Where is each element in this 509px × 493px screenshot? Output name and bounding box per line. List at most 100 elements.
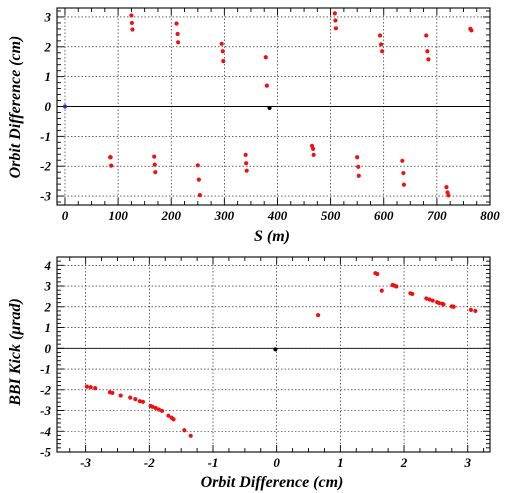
bottom-data-point	[150, 404, 155, 409]
top-data-point	[400, 158, 405, 163]
bottom-data-point	[375, 271, 380, 277]
bottom-data-point	[394, 284, 399, 289]
bottom-data-point	[424, 296, 429, 301]
top-y-tick-label: 3	[44, 9, 52, 24]
top-data-point	[174, 21, 179, 26]
bottom-data-point	[140, 399, 146, 404]
bottom-data-point	[159, 408, 165, 414]
top-x-tick-label: 200	[160, 208, 181, 223]
bottom-data-point	[436, 300, 442, 306]
top-data-point	[129, 13, 134, 18]
bottom-data-point	[273, 347, 278, 352]
top-data-point	[378, 42, 384, 47]
top-data-point	[195, 163, 200, 168]
top-data-point	[176, 40, 181, 45]
top-data-point	[425, 49, 430, 54]
bottom-x-tick-label: 3	[463, 455, 471, 470]
top-data-point	[220, 49, 225, 54]
top-data-point	[355, 155, 360, 160]
top-data-point	[221, 59, 226, 64]
bottom-y-tick-label: 1	[45, 320, 52, 335]
bottom-data-point	[410, 291, 415, 297]
bottom-data-point	[137, 399, 142, 404]
panel-orbit-vs-s: 0 100 200 300 400 500 600 700 800 -3 -2 -1 0 1 2 3	[40, 7, 500, 223]
top-y-tick-label: 2	[44, 39, 52, 54]
bottom-data-point	[430, 298, 435, 303]
bottom-data-point	[88, 385, 93, 390]
top-data-point	[153, 170, 158, 175]
top-x-tick-label: 100	[108, 208, 128, 223]
top-x-axis-title: S (m)	[254, 228, 290, 245]
bottom-data-point	[182, 428, 187, 433]
bottom-y-tick-label: -3	[40, 403, 51, 418]
bottom-y-tick-label: -4	[40, 424, 51, 439]
top-y-tick-label: -1	[40, 129, 51, 144]
top-data-point	[380, 49, 385, 54]
top-data-point	[267, 105, 272, 111]
bottom-data-point	[315, 312, 321, 318]
bottom-x-tick-label: -1	[208, 455, 219, 470]
top-data-point	[446, 193, 451, 198]
bottom-x-tick-label: -2	[144, 455, 155, 470]
bottom-y-tick-label: 3	[44, 279, 52, 294]
bottom-data-point	[84, 384, 90, 389]
top-data-point	[152, 154, 157, 159]
top-y-tick-label: 0	[45, 99, 52, 114]
bottom-data-point	[441, 302, 446, 307]
top-data-point	[356, 164, 361, 169]
bottom-data-point	[451, 304, 456, 309]
bottom-plot-frame	[56, 256, 491, 453]
bottom-data-point	[156, 407, 161, 412]
top-data-point	[62, 104, 68, 109]
top-data-point	[311, 152, 316, 157]
top-data-point	[401, 182, 407, 187]
top-data-point	[219, 41, 224, 46]
bottom-x-tick-label: 1	[337, 455, 344, 470]
bottom-data-point	[93, 386, 98, 391]
top-data-point	[264, 83, 269, 88]
bottom-x-tick-label: -3	[80, 455, 91, 470]
top-data-point	[152, 162, 157, 167]
top-x-tick-label: 0	[62, 208, 69, 223]
bottom-x-axis-title: Orbit Difference (cm)	[201, 474, 344, 491]
top-data-point	[332, 11, 337, 16]
bottom-data-point	[118, 393, 123, 398]
top-data-point	[263, 55, 268, 60]
top-data-point	[109, 163, 114, 168]
panel-kick-vs-orbit: -3 -2 -1 0 1 2 3 -5 -4 -3 -2 -1 0 1 2 3 4	[40, 256, 491, 470]
top-data-point	[444, 184, 449, 190]
bottom-data-point	[171, 417, 176, 422]
bottom-data-point	[133, 397, 138, 402]
top-y-tick-label: -3	[40, 189, 51, 204]
bottom-x-tick-label: 2	[400, 455, 408, 470]
top-data-point	[244, 168, 249, 173]
bottom-data-point	[473, 308, 478, 314]
bottom-y-tick-label: 4	[44, 258, 52, 273]
top-plot-frame	[56, 7, 491, 206]
top-data-point	[129, 20, 135, 26]
bottom-y-tick-label: 0	[45, 341, 52, 356]
top-data-point	[333, 18, 338, 23]
bottom-y-tick-label: -2	[40, 382, 51, 397]
top-y-axis-title: Orbit Difference (cm)	[7, 36, 24, 179]
bottom-data-point	[188, 433, 193, 438]
bottom-x-tick-label: 0	[273, 455, 280, 470]
top-data-point	[310, 146, 316, 151]
top-data-point	[243, 152, 248, 157]
bottom-y-tick-label: -5	[40, 445, 51, 460]
top-x-tick-label: 400	[267, 208, 288, 223]
bottom-y-axis-title: BBI Kick (μrad)	[7, 298, 24, 407]
bottom-y-tick-label: 2	[44, 299, 52, 314]
top-data-point	[175, 31, 180, 37]
top-data-point	[424, 33, 429, 38]
top-data-point	[108, 155, 113, 160]
top-x-tick-label: 300	[214, 208, 235, 223]
bottom-data-point	[153, 405, 158, 411]
top-data-point	[377, 33, 383, 38]
top-data-point	[244, 161, 249, 166]
top-x-tick-label: 700	[427, 208, 447, 223]
bottom-y-tick-label: -1	[40, 362, 51, 377]
bottom-data-point	[128, 395, 133, 400]
top-data-point	[469, 28, 474, 33]
